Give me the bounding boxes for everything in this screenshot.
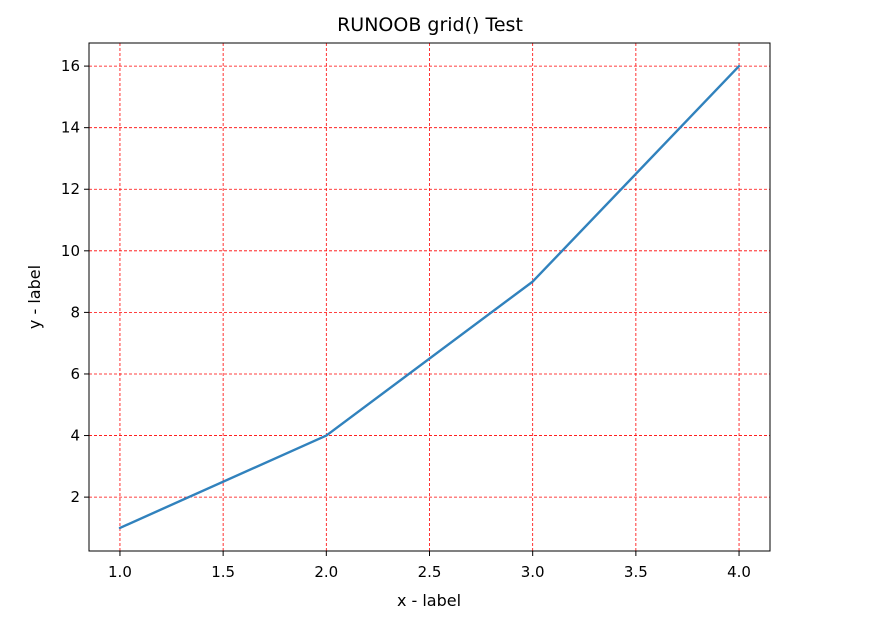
x-tick-label: 2.5 xyxy=(418,563,442,581)
x-tick-label: 1.0 xyxy=(108,563,132,581)
series-line xyxy=(118,64,741,530)
y-tick-label: 8 xyxy=(70,303,80,321)
x-tick-label: 3.5 xyxy=(624,563,648,581)
y-tick-label: 4 xyxy=(70,427,80,445)
x-tick-label: 1.5 xyxy=(211,563,235,581)
y-tick-label: 16 xyxy=(61,57,80,75)
y-tick-label: 12 xyxy=(61,180,80,198)
chart-title: RUNOOB grid() Test xyxy=(337,14,523,36)
ticks-layer: 1.0 1.5 2.0 2.5 3.0 3.5 4.0 2 4 6 8 10 12 14 16 xyxy=(61,57,751,581)
x-axis-label: x - label xyxy=(397,591,461,610)
x-tick-label: 3.0 xyxy=(521,563,545,581)
series-layer xyxy=(118,64,741,530)
x-tick-label: 4.0 xyxy=(727,563,751,581)
y-tick-label: 14 xyxy=(61,119,80,137)
y-axis-label: y - label xyxy=(25,265,44,329)
y-tick-label: 6 xyxy=(70,365,80,383)
grid-lines xyxy=(89,43,770,551)
x-tick-label: 2.0 xyxy=(314,563,338,581)
y-tick-label: 10 xyxy=(61,242,80,260)
y-tick-label: 2 xyxy=(70,488,80,506)
